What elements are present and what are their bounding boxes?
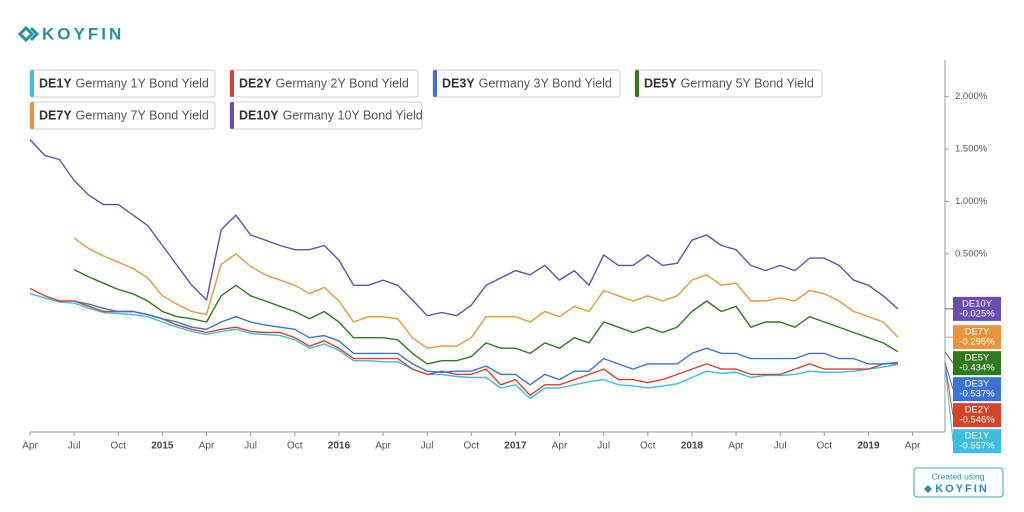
badge-ticker: DE3Y xyxy=(965,379,990,390)
legend-name: Germany 10Y Bond Yield xyxy=(283,108,423,122)
last-value-badge xyxy=(953,296,1001,321)
x-tick-label: Apr xyxy=(375,441,391,452)
legend-name: Germany 5Y Bond Yield xyxy=(681,76,814,90)
x-tick-label: Apr xyxy=(552,441,568,452)
badge-ticker: DE2Y xyxy=(965,405,990,416)
badge-pointer xyxy=(944,363,954,416)
x-tick-label: 2015 xyxy=(151,441,174,452)
last-value-badge xyxy=(953,377,1001,402)
badge-value: -0.537% xyxy=(959,389,995,400)
y-tick-label: 1.000% xyxy=(955,196,988,207)
legend-name: Germany 7Y Bond Yield xyxy=(76,108,209,122)
badge-ticker: DE5Y xyxy=(965,353,990,364)
series-line xyxy=(29,287,898,396)
x-tick-label: Oct xyxy=(464,441,480,452)
badge-value: -0.546% xyxy=(959,415,995,426)
legend-ticker: DE5Y xyxy=(644,76,677,90)
credit-text: Created using xyxy=(932,471,985,481)
legend-ticker: DE2Y xyxy=(239,76,272,90)
badge-value: -0.434% xyxy=(959,363,995,374)
x-tick-label: Jul xyxy=(68,441,81,452)
legend-swatch xyxy=(433,70,437,97)
last-value-badge xyxy=(953,403,1001,428)
logo-icon xyxy=(17,25,40,43)
legend-item[interactable]: DE1Y Germany 1Y Bond Yield xyxy=(29,69,216,98)
legend-ticker: DE3Y xyxy=(442,76,475,90)
x-tick-label: Apr xyxy=(199,441,215,452)
badge-ticker: DE7Y xyxy=(965,327,990,338)
logo-text: KOYFIN xyxy=(42,24,124,43)
x-tick-label: 2018 xyxy=(681,441,704,452)
badge-value: -0.557% xyxy=(959,441,995,452)
badge-value: -0.025% xyxy=(959,308,995,319)
series-line xyxy=(29,293,899,400)
legend-swatch xyxy=(30,102,34,129)
badge-value: -0.295% xyxy=(959,337,995,348)
legend-ticker: DE1Y xyxy=(39,76,72,90)
badge-ticker: DE1Y xyxy=(965,431,990,442)
x-tick-label: 2017 xyxy=(504,441,527,452)
legend-ticker: DE10Y xyxy=(239,108,279,122)
x-tick-label: Jul xyxy=(244,441,257,452)
x-tick-label: Jul xyxy=(774,441,787,452)
credit[interactable]: Created using KOYFIN xyxy=(913,467,1004,498)
legend-swatch xyxy=(30,70,34,97)
x-tick-label: 2019 xyxy=(857,441,880,452)
legend-name: Germany 3Y Bond Yield xyxy=(479,76,612,90)
last-value-badge xyxy=(953,429,1001,454)
legend-item[interactable]: DE2Y Germany 2Y Bond Yield xyxy=(229,69,419,98)
x-tick-label: Oct xyxy=(287,441,303,452)
y-tick-label: 2.000% xyxy=(955,91,988,102)
badge-pointer xyxy=(944,362,954,390)
legend-item[interactable]: DE7Y Germany 7Y Bond Yield xyxy=(29,101,216,130)
credit-icon xyxy=(924,485,932,493)
series-line xyxy=(29,139,899,317)
legend-swatch xyxy=(230,70,234,97)
last-value-badge xyxy=(953,351,1001,376)
legend-swatch xyxy=(230,102,234,129)
credit-brand: KOYFIN xyxy=(935,483,989,495)
series-line xyxy=(73,268,899,365)
x-tick-label: Oct xyxy=(110,441,126,452)
badge-pointer xyxy=(944,364,954,442)
x-tick-label: Jul xyxy=(421,441,434,452)
x-tick-label: Oct xyxy=(817,441,833,452)
legend-item[interactable]: DE5Y Germany 5Y Bond Yield xyxy=(634,69,823,98)
x-tick-label: Apr xyxy=(905,441,921,452)
x-tick-label: Apr xyxy=(22,441,38,452)
legend-name: Germany 1Y Bond Yield xyxy=(76,76,209,90)
y-tick-label: 1.500% xyxy=(955,144,988,155)
brand-logo: KOYFIN xyxy=(17,24,124,43)
legend-item[interactable]: DE10Y Germany 10Y Bond Yield xyxy=(229,101,423,130)
badge-pointer xyxy=(944,351,954,364)
last-value-badge xyxy=(953,325,1001,350)
credit-box xyxy=(913,467,1004,498)
legend-name: Germany 2Y Bond Yield xyxy=(276,76,409,90)
legend-ticker: DE7Y xyxy=(39,108,72,122)
legend-swatch xyxy=(635,70,639,97)
badge-ticker: DE10Y xyxy=(962,298,993,309)
legend-item[interactable]: DE3Y Germany 3Y Bond Yield xyxy=(432,69,621,98)
y-tick-label: 0.500% xyxy=(955,248,988,259)
x-tick-label: 2016 xyxy=(328,441,351,452)
x-tick-label: Oct xyxy=(640,441,656,452)
x-tick-label: Jul xyxy=(597,441,610,452)
x-tick-label: Apr xyxy=(728,441,744,452)
series-line xyxy=(73,300,898,386)
series-line xyxy=(73,237,899,349)
